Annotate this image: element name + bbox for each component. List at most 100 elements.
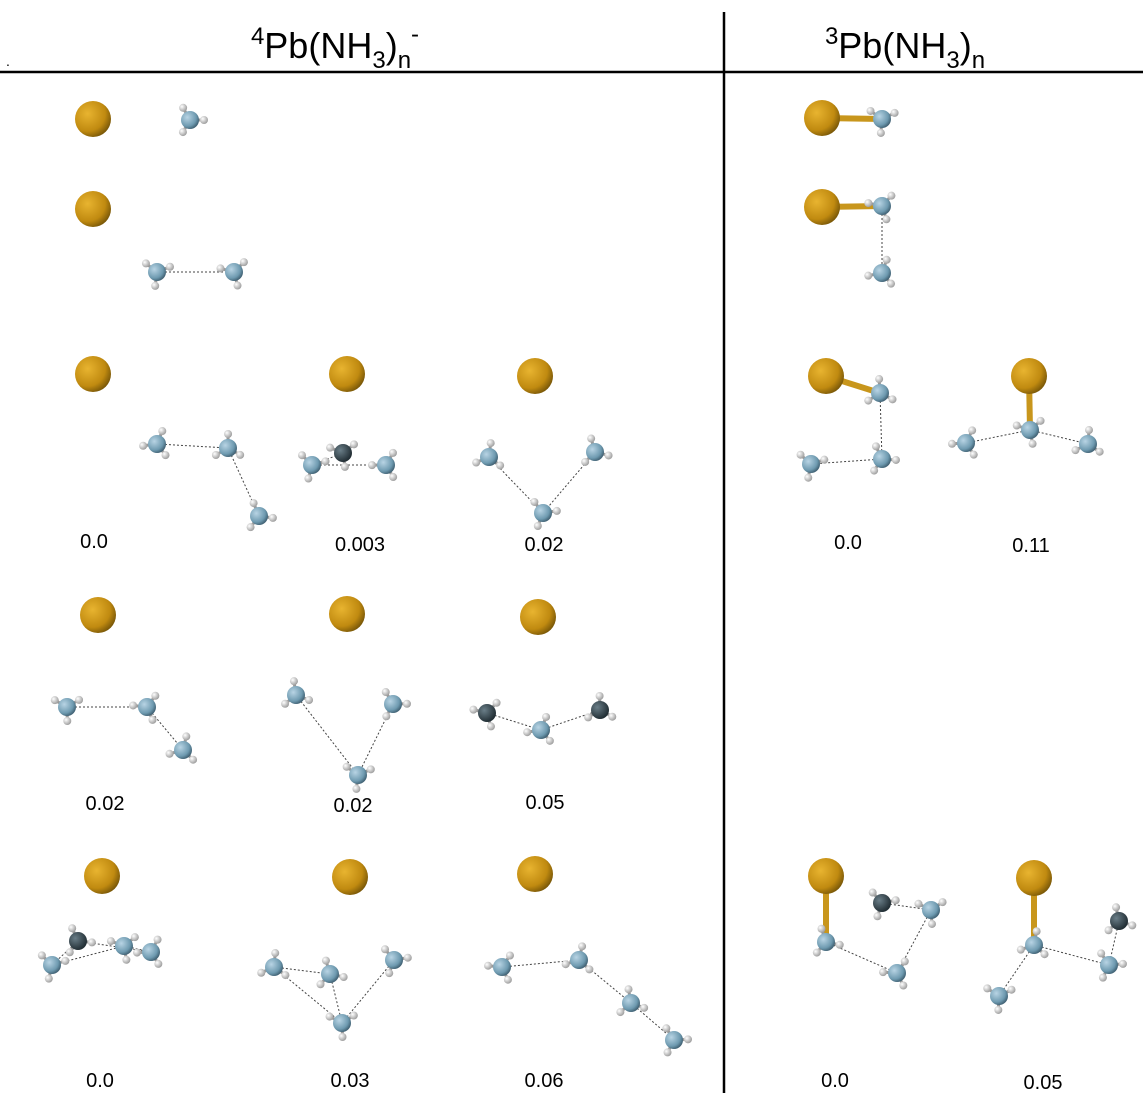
energy-label: 0.03	[331, 1070, 370, 1092]
h-atom	[247, 523, 255, 531]
h-atom	[948, 440, 956, 448]
h-atom	[281, 971, 289, 979]
n-atom	[377, 456, 395, 474]
hydrogen-bond	[157, 444, 228, 448]
n-atom	[69, 932, 87, 950]
h-atom	[326, 444, 334, 452]
h-atom	[1071, 446, 1079, 454]
n-atom	[43, 956, 61, 974]
n-atom	[1021, 421, 1039, 439]
h-atom	[166, 750, 174, 758]
h-atom	[1105, 926, 1113, 934]
h-atom	[322, 957, 330, 965]
h-atom	[154, 960, 162, 968]
hydrogen-bond	[999, 945, 1034, 996]
h-atom	[914, 900, 922, 908]
h-atom	[1033, 927, 1041, 935]
h-atom	[578, 942, 586, 950]
pb-atom	[84, 858, 120, 894]
n-atom	[888, 964, 906, 982]
h-atom	[899, 981, 907, 989]
h-atom	[870, 467, 878, 475]
h-atom	[901, 957, 909, 965]
h-atom	[389, 449, 397, 457]
h-atom	[341, 463, 349, 471]
h-atom	[664, 1048, 672, 1056]
h-atom	[1037, 417, 1045, 425]
h-atom	[107, 937, 115, 945]
n-atom	[148, 435, 166, 453]
h-atom	[133, 949, 141, 957]
h-atom	[797, 451, 805, 459]
h-atom	[804, 474, 812, 482]
h-atom	[224, 430, 232, 438]
n-atom	[570, 951, 588, 969]
pb-atom	[329, 356, 365, 392]
h-atom	[350, 1011, 358, 1019]
energy-label: 0.02	[86, 793, 125, 815]
h-atom	[1097, 949, 1105, 957]
pb-atom	[804, 100, 840, 136]
n-atom	[1100, 956, 1118, 974]
h-atom	[928, 920, 936, 928]
stray-mark: .	[6, 53, 10, 69]
h-atom	[179, 104, 187, 112]
h-atom	[879, 968, 887, 976]
h-atom	[404, 954, 412, 962]
h-atom	[385, 969, 393, 977]
n-atom	[532, 721, 550, 739]
anion-header: 4Pb(NH3)n-	[251, 21, 419, 74]
h-atom	[1085, 426, 1093, 434]
h-atom	[970, 451, 978, 459]
h-atom	[875, 375, 883, 383]
h-atom	[469, 706, 477, 714]
h-atom	[546, 737, 554, 745]
h-atom	[562, 960, 570, 968]
n-atom	[873, 197, 891, 215]
pb-atom	[332, 859, 368, 895]
h-atom	[662, 1024, 670, 1032]
h-atom	[212, 451, 220, 459]
h-atom	[587, 435, 595, 443]
n-atom	[174, 741, 192, 759]
n-atom	[957, 434, 975, 452]
h-atom	[45, 975, 53, 983]
n-atom	[181, 111, 199, 129]
h-atom	[154, 936, 162, 944]
h-atom	[584, 713, 592, 721]
energy-label: 0.05	[526, 792, 565, 814]
h-atom	[882, 215, 890, 223]
h-atom	[496, 461, 504, 469]
n-atom	[385, 951, 403, 969]
h-atom	[487, 722, 495, 730]
h-atom	[968, 426, 976, 434]
h-atom	[131, 933, 139, 941]
h-atom	[158, 427, 166, 435]
h-atom	[367, 765, 375, 773]
h-atom	[625, 985, 633, 993]
h-atom	[869, 889, 877, 897]
n-atom	[873, 264, 891, 282]
n-atom	[115, 937, 133, 955]
h-atom	[817, 925, 825, 933]
n-atom	[148, 263, 166, 281]
h-atom	[269, 514, 277, 522]
h-atom	[640, 1004, 648, 1012]
h-atom	[179, 128, 187, 136]
n-atom	[478, 704, 496, 722]
h-atom	[872, 442, 880, 450]
pb-atom	[804, 189, 840, 225]
n-atom	[384, 695, 402, 713]
h-atom	[151, 692, 159, 700]
h-atom	[142, 259, 150, 267]
hydrogen-bond	[342, 960, 394, 1023]
h-atom	[1112, 903, 1120, 911]
h-atom	[542, 713, 550, 721]
h-atom	[257, 969, 265, 977]
n-atom	[138, 698, 156, 716]
h-atom	[122, 956, 130, 964]
energy-label: 0.11	[1012, 535, 1049, 557]
h-atom	[887, 192, 895, 200]
energy-label: 0.06	[525, 1070, 564, 1092]
h-atom	[813, 949, 821, 957]
